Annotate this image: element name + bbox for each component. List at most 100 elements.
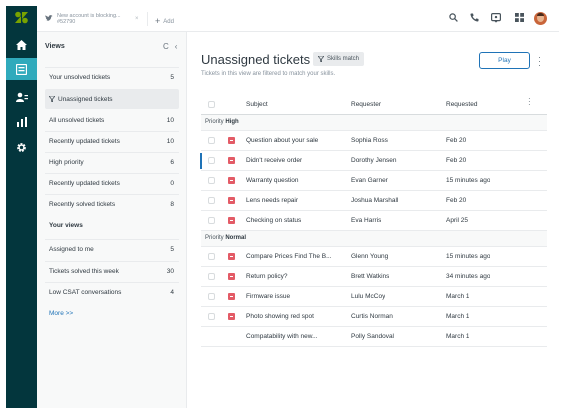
priority-badge-icon — [228, 313, 235, 320]
table-row[interactable]: Checking on status Eva Harris April 25 — [201, 211, 547, 231]
zendesk-logo-icon[interactable] — [14, 11, 29, 24]
priority-group-header: Priority Normal — [201, 231, 547, 247]
cell-requested: 34 minutes ago — [446, 273, 491, 280]
cell-subject[interactable]: Return policy? — [246, 273, 288, 280]
collapse-panel-icon[interactable]: ‹ — [174, 42, 178, 51]
table-row[interactable]: Didn't receive order Dorothy Jensen Feb 20 — [200, 151, 547, 171]
view-count: 5 — [170, 74, 174, 81]
cell-subject[interactable]: Checking on status — [246, 217, 302, 224]
view-item-solved-this-week[interactable]: Tickets solved this week 30 — [45, 261, 179, 281]
view-item-recently-solved[interactable]: Recently solved tickets 8 — [45, 194, 179, 214]
table-header: Subject Requester Requested · · · — [201, 94, 547, 115]
play-button[interactable]: Play — [479, 52, 530, 69]
cell-subject[interactable]: Compare Prices Find The B... — [246, 253, 332, 260]
chat-icon[interactable] — [491, 13, 502, 25]
page-subtitle: Tickets in this view are filtered to mat… — [201, 71, 336, 77]
cell-subject[interactable]: Warranty question — [246, 177, 299, 184]
column-header-requester[interactable]: Requester — [351, 101, 381, 108]
row-checkbox[interactable] — [208, 273, 215, 280]
view-item-recently-updated[interactable]: Recently updated tickets 10 — [45, 131, 179, 151]
cell-subject[interactable]: Photo showing red spot — [246, 313, 314, 320]
nav-rail — [6, 6, 37, 408]
ticket-tab[interactable]: New account is blocking... #52790 × — [43, 9, 141, 29]
row-checkbox[interactable] — [208, 293, 215, 300]
row-checkbox[interactable] — [208, 313, 215, 320]
view-count: 30 — [166, 268, 174, 275]
cell-subject[interactable]: Lens needs repair — [246, 197, 299, 204]
table-body: Priority High Question about your sale Sop… — [200, 115, 547, 347]
view-item-unassigned[interactable]: Unassigned tickets — [45, 89, 179, 109]
tab-title: New account is blocking... — [57, 13, 121, 19]
view-item-recently-updated-2[interactable]: Recently updated tickets 0 — [45, 173, 179, 193]
cell-subject[interactable]: Didn't receive order — [246, 157, 303, 164]
table-row[interactable]: Lens needs repair Joshua Marshall Feb 20 — [201, 191, 547, 211]
cell-requester: Dorothy Jensen — [351, 157, 397, 164]
phone-icon[interactable] — [470, 13, 479, 24]
views-panel: Views C ‹ Your unsolved tickets 5 Unassig… — [37, 32, 187, 408]
add-tab-button[interactable]: + Add — [155, 16, 174, 26]
column-header-subject[interactable]: Subject — [246, 101, 268, 108]
cell-subject[interactable]: Firmware issue — [246, 293, 291, 300]
view-item-low-csat[interactable]: Low CSAT conversations 4 — [45, 282, 179, 302]
row-checkbox[interactable] — [208, 217, 215, 224]
view-count: 4 — [170, 289, 174, 296]
view-count: 6 — [170, 159, 174, 166]
more-views-link[interactable]: More >> — [49, 310, 74, 317]
priority-badge-icon — [228, 137, 235, 144]
table-row[interactable]: Firmware issue Lulu McCoy March 1 — [201, 287, 547, 307]
cell-requested: Feb 20 — [446, 157, 467, 164]
cell-requested: Feb 20 — [446, 137, 467, 144]
view-item-assigned-to-me[interactable]: Assigned to me 5 — [45, 239, 179, 259]
user-avatar[interactable] — [534, 12, 547, 25]
avatar-face — [537, 14, 544, 22]
view-count: 10 — [166, 116, 174, 124]
home-nav-icon[interactable] — [6, 36, 37, 54]
row-checkbox[interactable] — [208, 177, 215, 184]
table-row[interactable]: Question about your sale Sophia Ross Feb 2… — [201, 131, 547, 151]
cell-requester: Sophia Ross — [351, 137, 388, 144]
cell-subject[interactable]: Compatability with new... — [246, 333, 318, 340]
cell-requester: Brett Watkins — [351, 273, 390, 280]
more-options-icon[interactable]: · · · — [538, 52, 541, 70]
view-count: 0 — [170, 180, 174, 187]
app-frame: New account is blocking... #52790 × + Add… — [6, 6, 559, 408]
search-icon[interactable] — [449, 13, 458, 24]
tab-divider — [147, 12, 148, 26]
page-title: Unassigned tickets — [201, 52, 311, 67]
row-checkbox[interactable] — [208, 253, 215, 260]
customers-nav-icon[interactable] — [6, 88, 37, 106]
column-options-icon[interactable]: · · · — [528, 94, 531, 109]
row-checkbox[interactable] — [208, 197, 215, 204]
cell-requested: 15 minutes ago — [446, 253, 491, 260]
cell-requested: March 1 — [446, 293, 470, 300]
priority-badge-icon — [228, 217, 235, 224]
close-tab-icon[interactable]: × — [135, 16, 139, 22]
view-item-all-unsolved[interactable]: All unsolved tickets 10 — [49, 116, 174, 124]
cell-requester: Lulu McCoy — [351, 293, 386, 300]
views-controls: C ‹ — [157, 42, 177, 51]
settings-gear-icon[interactable] — [6, 138, 37, 156]
view-item-high-priority[interactable]: High priority 6 — [45, 152, 179, 172]
views-heading: Views — [45, 43, 65, 50]
priority-badge-icon — [228, 273, 235, 280]
cell-requested: 15 minutes ago — [446, 177, 491, 184]
priority-badge-icon — [228, 157, 235, 164]
apps-grid-icon[interactable] — [515, 13, 524, 24]
table-row[interactable]: Return policy? Brett Watkins 34 minutes ag… — [201, 267, 547, 287]
cell-requested: March 1 — [446, 333, 470, 340]
view-count: 10 — [166, 138, 174, 145]
row-checkbox[interactable] — [208, 137, 215, 144]
row-checkbox[interactable] — [208, 157, 215, 164]
table-row[interactable]: Compatability with new... Polly Sandoval M… — [201, 327, 547, 347]
refresh-views-icon[interactable]: C — [163, 42, 169, 51]
cell-subject[interactable]: Question about your sale — [246, 137, 319, 144]
table-row[interactable]: Warranty question Evan Garner 15 minutes a… — [201, 171, 547, 191]
table-row[interactable]: Photo showing red spot Curtis Norman March… — [201, 307, 547, 327]
table-row[interactable]: Compare Prices Find The B... Glenn Young 1… — [201, 247, 547, 267]
views-nav-icon[interactable] — [6, 58, 37, 80]
reporting-nav-icon[interactable] — [6, 113, 37, 131]
view-item-your-unsolved[interactable]: Your unsolved tickets 5 — [45, 67, 179, 87]
skills-match-badge[interactable]: Skills match — [313, 52, 365, 66]
select-all-checkbox[interactable] — [208, 101, 215, 108]
column-header-requested[interactable]: Requested — [446, 101, 478, 108]
